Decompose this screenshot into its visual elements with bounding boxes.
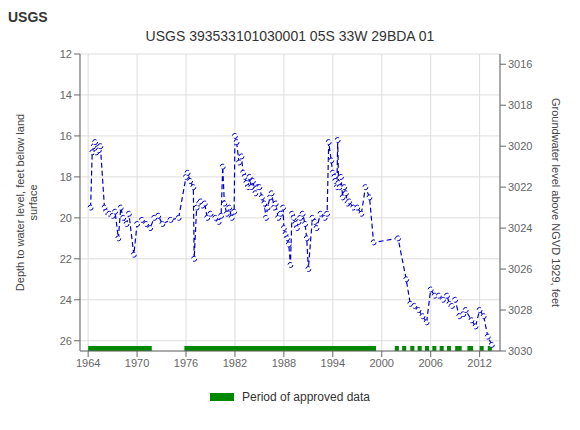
svg-text:3022: 3022: [508, 181, 532, 193]
svg-text:1970: 1970: [125, 357, 149, 369]
svg-text:12: 12: [60, 48, 72, 60]
html-text:USGS: USGS: [8, 9, 48, 25]
svg-text:3026: 3026: [508, 263, 532, 275]
svg-text:26: 26: [60, 335, 72, 347]
svg-text:1982: 1982: [223, 357, 247, 369]
svg-text:20: 20: [60, 212, 72, 224]
svg-text:1988: 1988: [272, 357, 296, 369]
svg-text:2012: 2012: [467, 357, 491, 369]
svg-text:2006: 2006: [418, 357, 442, 369]
svg-text:3020: 3020: [508, 140, 532, 152]
svg-text:3024: 3024: [508, 222, 532, 234]
svg-text:1964: 1964: [76, 357, 100, 369]
svg-text:3016: 3016: [508, 58, 532, 70]
svg-text:3030: 3030: [508, 345, 532, 357]
html-text:USGS 393533101030001 05S 33W 2: USGS 393533101030001 05S 33W 29BDA 01: [145, 28, 435, 44]
svg-text:Depth to water level, feet bel: Depth to water level, feet below landsur…: [14, 114, 39, 291]
svg-text:22: 22: [60, 253, 72, 265]
svg-text:3028: 3028: [508, 304, 532, 316]
svg-text:18: 18: [60, 171, 72, 183]
svg-text:1976: 1976: [174, 357, 198, 369]
html-text:Period of approved data: Period of approved data: [242, 390, 370, 404]
svg-text:2000: 2000: [370, 357, 394, 369]
svg-text:1994: 1994: [321, 357, 345, 369]
svg-text:14: 14: [60, 89, 72, 101]
svg-text:3018: 3018: [508, 99, 532, 111]
svg-text:24: 24: [60, 294, 72, 306]
svg-text:16: 16: [60, 130, 72, 142]
svg-text:Groundwater level above NGVD 1: Groundwater level above NGVD 1929, feet: [550, 98, 562, 307]
